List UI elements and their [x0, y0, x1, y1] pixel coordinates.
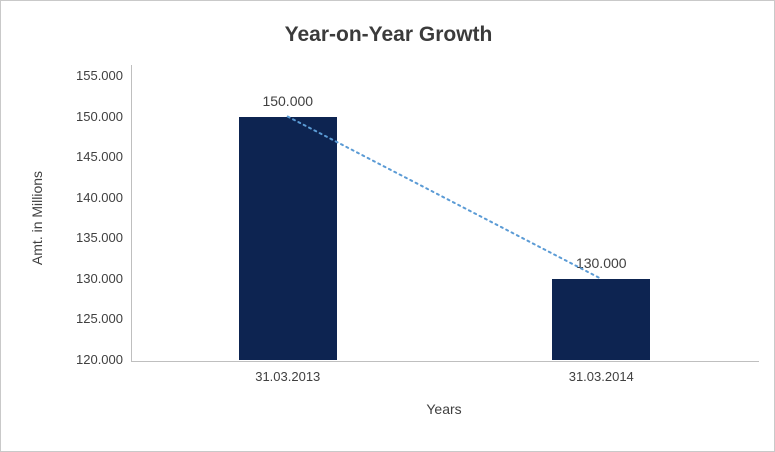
y-axis-line — [131, 65, 132, 361]
x-axis-title: Years — [426, 401, 462, 417]
y-tick-label: 140.000 — [76, 189, 123, 205]
chart-title: Year-on-Year Growth — [284, 23, 493, 46]
bar-31-03-2014[interactable] — [552, 278, 651, 360]
y-tick-label: 155.000 — [76, 68, 123, 83]
y-tick-label: 150.000 — [76, 108, 123, 124]
y-tick-label: 125.000 — [76, 311, 123, 327]
x-tick-label: 31.03.2013 — [255, 369, 321, 384]
y-axis-title: Amt. in Millions — [29, 170, 45, 266]
bar-31-03-2013[interactable] — [238, 116, 337, 360]
data-label: 150.000 — [262, 92, 314, 109]
y-tick-label: 120.000 — [76, 352, 123, 367]
y-tick-label: 145.000 — [76, 149, 123, 165]
y-tick-label: 135.000 — [76, 230, 123, 246]
x-tick-label: 31.03.2014 — [568, 369, 634, 384]
data-label: 130.000 — [575, 254, 627, 271]
y-tick-label: 130.000 — [76, 270, 123, 286]
x-axis-line — [131, 361, 759, 362]
